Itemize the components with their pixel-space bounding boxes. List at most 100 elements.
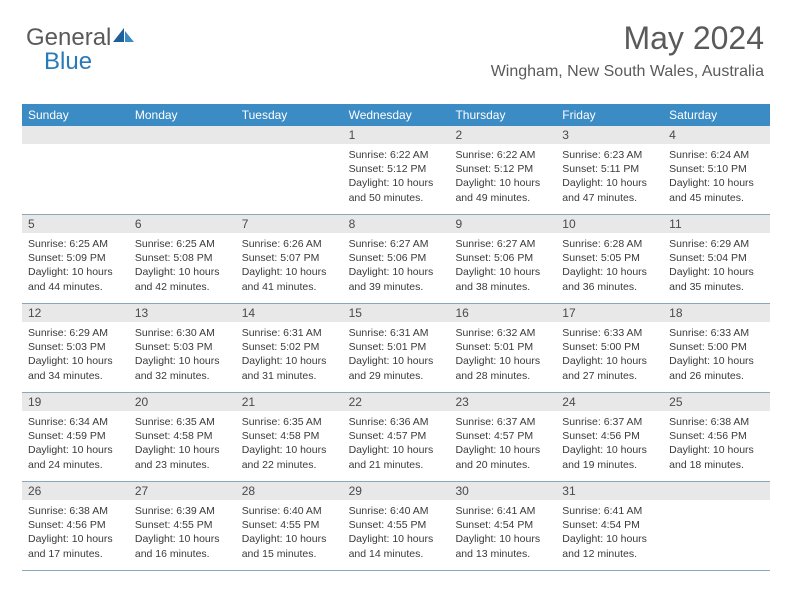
sunrise-line: Sunrise: 6:40 AM — [349, 504, 444, 518]
sunrise-line: Sunrise: 6:33 AM — [669, 326, 764, 340]
sunrise-line: Sunrise: 6:22 AM — [349, 148, 444, 162]
daylight-line: Daylight: 10 hours and 27 minutes. — [562, 354, 657, 382]
sunset-line: Sunset: 4:55 PM — [349, 518, 444, 532]
week-row: 12Sunrise: 6:29 AMSunset: 5:03 PMDayligh… — [22, 304, 770, 393]
week-row: 1Sunrise: 6:22 AMSunset: 5:12 PMDaylight… — [22, 126, 770, 215]
sunset-line: Sunset: 5:12 PM — [455, 162, 550, 176]
cell-details: Sunrise: 6:37 AMSunset: 4:56 PMDaylight:… — [556, 411, 663, 478]
daylight-line: Daylight: 10 hours and 41 minutes. — [242, 265, 337, 293]
cell-details — [663, 500, 770, 558]
cell-details: Sunrise: 6:31 AMSunset: 5:02 PMDaylight:… — [236, 322, 343, 389]
date-number: 22 — [343, 393, 450, 411]
cell-details: Sunrise: 6:36 AMSunset: 4:57 PMDaylight:… — [343, 411, 450, 478]
calendar-cell: 18Sunrise: 6:33 AMSunset: 5:00 PMDayligh… — [663, 304, 770, 392]
sunrise-line: Sunrise: 6:39 AM — [135, 504, 230, 518]
sunrise-line: Sunrise: 6:37 AM — [455, 415, 550, 429]
calendar-cell: 19Sunrise: 6:34 AMSunset: 4:59 PMDayligh… — [22, 393, 129, 481]
date-number: 20 — [129, 393, 236, 411]
day-header-sunday: Sunday — [22, 104, 129, 126]
daylight-line: Daylight: 10 hours and 35 minutes. — [669, 265, 764, 293]
daylight-line: Daylight: 10 hours and 18 minutes. — [669, 443, 764, 471]
daylight-line: Daylight: 10 hours and 42 minutes. — [135, 265, 230, 293]
daylight-line: Daylight: 10 hours and 24 minutes. — [28, 443, 123, 471]
cell-details — [22, 144, 129, 202]
daylight-line: Daylight: 10 hours and 29 minutes. — [349, 354, 444, 382]
calendar-cell: 26Sunrise: 6:38 AMSunset: 4:56 PMDayligh… — [22, 482, 129, 570]
calendar-cell-empty — [663, 482, 770, 570]
calendar-cell: 13Sunrise: 6:30 AMSunset: 5:03 PMDayligh… — [129, 304, 236, 392]
cell-details: Sunrise: 6:22 AMSunset: 5:12 PMDaylight:… — [449, 144, 556, 211]
cell-details — [129, 144, 236, 202]
sunset-line: Sunset: 5:05 PM — [562, 251, 657, 265]
day-header-row: SundayMondayTuesdayWednesdayThursdayFrid… — [22, 104, 770, 126]
daylight-line: Daylight: 10 hours and 32 minutes. — [135, 354, 230, 382]
calendar-cell-empty — [236, 126, 343, 214]
calendar-cell: 10Sunrise: 6:28 AMSunset: 5:05 PMDayligh… — [556, 215, 663, 303]
date-number: 12 — [22, 304, 129, 322]
sunset-line: Sunset: 5:01 PM — [349, 340, 444, 354]
cell-details: Sunrise: 6:28 AMSunset: 5:05 PMDaylight:… — [556, 233, 663, 300]
sunset-line: Sunset: 5:03 PM — [28, 340, 123, 354]
daylight-line: Daylight: 10 hours and 15 minutes. — [242, 532, 337, 560]
header-location: Wingham, New South Wales, Australia — [491, 63, 764, 81]
sunrise-line: Sunrise: 6:40 AM — [242, 504, 337, 518]
calendar-cell: 8Sunrise: 6:27 AMSunset: 5:06 PMDaylight… — [343, 215, 450, 303]
calendar-cell: 20Sunrise: 6:35 AMSunset: 4:58 PMDayligh… — [129, 393, 236, 481]
cell-details: Sunrise: 6:30 AMSunset: 5:03 PMDaylight:… — [129, 322, 236, 389]
cell-details: Sunrise: 6:25 AMSunset: 5:08 PMDaylight:… — [129, 233, 236, 300]
daylight-line: Daylight: 10 hours and 19 minutes. — [562, 443, 657, 471]
cell-details: Sunrise: 6:38 AMSunset: 4:56 PMDaylight:… — [663, 411, 770, 478]
header-month: May 2024 — [491, 20, 764, 57]
calendar-cell: 6Sunrise: 6:25 AMSunset: 5:08 PMDaylight… — [129, 215, 236, 303]
sunset-line: Sunset: 5:11 PM — [562, 162, 657, 176]
sunrise-line: Sunrise: 6:36 AM — [349, 415, 444, 429]
daylight-line: Daylight: 10 hours and 34 minutes. — [28, 354, 123, 382]
sunrise-line: Sunrise: 6:31 AM — [242, 326, 337, 340]
date-number: 25 — [663, 393, 770, 411]
cell-details: Sunrise: 6:31 AMSunset: 5:01 PMDaylight:… — [343, 322, 450, 389]
sunset-line: Sunset: 4:56 PM — [562, 429, 657, 443]
daylight-line: Daylight: 10 hours and 13 minutes. — [455, 532, 550, 560]
date-number: 11 — [663, 215, 770, 233]
date-number: 18 — [663, 304, 770, 322]
day-header-saturday: Saturday — [663, 104, 770, 126]
calendar-cell: 22Sunrise: 6:36 AMSunset: 4:57 PMDayligh… — [343, 393, 450, 481]
date-number: 29 — [343, 482, 450, 500]
daylight-line: Daylight: 10 hours and 16 minutes. — [135, 532, 230, 560]
date-number: 14 — [236, 304, 343, 322]
sunrise-line: Sunrise: 6:24 AM — [669, 148, 764, 162]
sunset-line: Sunset: 5:08 PM — [135, 251, 230, 265]
date-number — [663, 482, 770, 500]
sunrise-line: Sunrise: 6:27 AM — [455, 237, 550, 251]
week-row: 5Sunrise: 6:25 AMSunset: 5:09 PMDaylight… — [22, 215, 770, 304]
cell-details: Sunrise: 6:37 AMSunset: 4:57 PMDaylight:… — [449, 411, 556, 478]
day-header-monday: Monday — [129, 104, 236, 126]
date-number: 24 — [556, 393, 663, 411]
sunset-line: Sunset: 4:55 PM — [135, 518, 230, 532]
sunset-line: Sunset: 5:00 PM — [669, 340, 764, 354]
day-header-wednesday: Wednesday — [343, 104, 450, 126]
daylight-line: Daylight: 10 hours and 49 minutes. — [455, 176, 550, 204]
date-number: 16 — [449, 304, 556, 322]
cell-details: Sunrise: 6:27 AMSunset: 5:06 PMDaylight:… — [343, 233, 450, 300]
sunset-line: Sunset: 4:56 PM — [28, 518, 123, 532]
daylight-line: Daylight: 10 hours and 47 minutes. — [562, 176, 657, 204]
calendar-cell: 12Sunrise: 6:29 AMSunset: 5:03 PMDayligh… — [22, 304, 129, 392]
sunrise-line: Sunrise: 6:25 AM — [28, 237, 123, 251]
calendar-cell: 16Sunrise: 6:32 AMSunset: 5:01 PMDayligh… — [449, 304, 556, 392]
calendar-cell: 30Sunrise: 6:41 AMSunset: 4:54 PMDayligh… — [449, 482, 556, 570]
brand-sail-icon — [113, 28, 135, 51]
daylight-line: Daylight: 10 hours and 39 minutes. — [349, 265, 444, 293]
sunset-line: Sunset: 4:59 PM — [28, 429, 123, 443]
sunset-line: Sunset: 5:02 PM — [242, 340, 337, 354]
date-number: 6 — [129, 215, 236, 233]
daylight-line: Daylight: 10 hours and 17 minutes. — [28, 532, 123, 560]
brand-logo: General Blue — [26, 24, 135, 52]
sunrise-line: Sunrise: 6:32 AM — [455, 326, 550, 340]
daylight-line: Daylight: 10 hours and 21 minutes. — [349, 443, 444, 471]
sunset-line: Sunset: 4:58 PM — [135, 429, 230, 443]
date-number: 2 — [449, 126, 556, 144]
sunrise-line: Sunrise: 6:35 AM — [135, 415, 230, 429]
calendar-cell: 15Sunrise: 6:31 AMSunset: 5:01 PMDayligh… — [343, 304, 450, 392]
date-number: 10 — [556, 215, 663, 233]
